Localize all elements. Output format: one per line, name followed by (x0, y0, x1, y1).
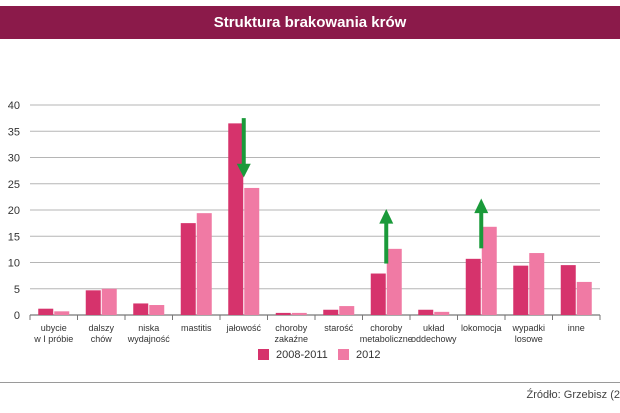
bar-series-1 (370, 273, 386, 315)
bar-series-2 (149, 305, 165, 315)
x-category-label: starość (324, 323, 354, 333)
y-tick-label: 40 (8, 100, 20, 112)
legend-swatch (338, 349, 349, 360)
legend-label: 2012 (356, 349, 380, 361)
y-tick-label: 15 (8, 231, 20, 243)
bar-series-2 (101, 288, 117, 315)
x-category-label: dalszy (88, 323, 114, 333)
bar-series-2 (244, 187, 260, 315)
x-category-label: wypadki (511, 323, 545, 333)
bar-series-2 (54, 311, 70, 315)
bar-series-2 (386, 248, 402, 315)
x-category-label: zakaźne (274, 334, 308, 344)
arrow-down-icon (236, 163, 251, 178)
y-tick-label: 0 (14, 310, 20, 322)
x-category-label: metaboliczne (360, 334, 413, 344)
title-bar: Struktura brakowania krów (0, 6, 620, 39)
y-tick-label: 35 (8, 126, 20, 138)
bar-series-1 (418, 309, 434, 315)
chart-title: Struktura brakowania krów (213, 14, 407, 31)
source-note: Źródło: Grzebisz (2 (526, 389, 620, 401)
footer-divider (0, 382, 620, 383)
bar-series-1 (323, 309, 339, 315)
bar-series-1 (228, 123, 244, 315)
x-category-label: jałowość (225, 323, 261, 333)
bar-series-1 (465, 258, 481, 315)
x-category-label: ubycie (41, 323, 67, 333)
y-tick-label: 30 (8, 153, 20, 165)
y-tick-label: 25 (8, 179, 20, 191)
x-category-label: układ (423, 323, 445, 333)
x-category-label: losowe (515, 334, 543, 344)
y-tick-label: 5 (14, 284, 20, 296)
arrow-up-icon (474, 198, 489, 214)
bar-series-1 (133, 303, 149, 315)
x-category-label: wydajność (127, 334, 171, 344)
x-category-label: inne (568, 323, 585, 333)
arrow-up-icon (379, 208, 394, 224)
bar-series-1 (38, 308, 54, 315)
bar-series-2 (576, 281, 592, 315)
bar-series-1 (85, 290, 101, 315)
bar-series-1 (180, 223, 196, 315)
y-tick-label: 10 (8, 258, 20, 270)
bar-series-2 (481, 226, 497, 315)
bar-series-2 (339, 306, 355, 315)
bar-series-2 (434, 311, 450, 315)
bar-series-2 (196, 213, 212, 315)
x-category-label: choroby (275, 323, 308, 333)
x-category-label: niska (138, 323, 159, 333)
bar-series-2 (529, 253, 545, 315)
x-category-label: oddechowy (411, 334, 457, 344)
x-category-label: lokomocja (461, 323, 502, 333)
x-category-label: mastitis (181, 323, 212, 333)
legend-swatch (258, 349, 269, 360)
legend-label: 2008-2011 (276, 349, 328, 361)
x-category-label: w I próbie (33, 334, 73, 344)
bar-series-1 (560, 265, 576, 315)
bar-series-1 (275, 312, 291, 315)
bar-series-2 (291, 312, 307, 315)
x-category-label: choroby (370, 323, 403, 333)
bar-series-1 (513, 265, 529, 315)
y-tick-label: 20 (8, 205, 20, 217)
x-category-label: chów (91, 334, 113, 344)
